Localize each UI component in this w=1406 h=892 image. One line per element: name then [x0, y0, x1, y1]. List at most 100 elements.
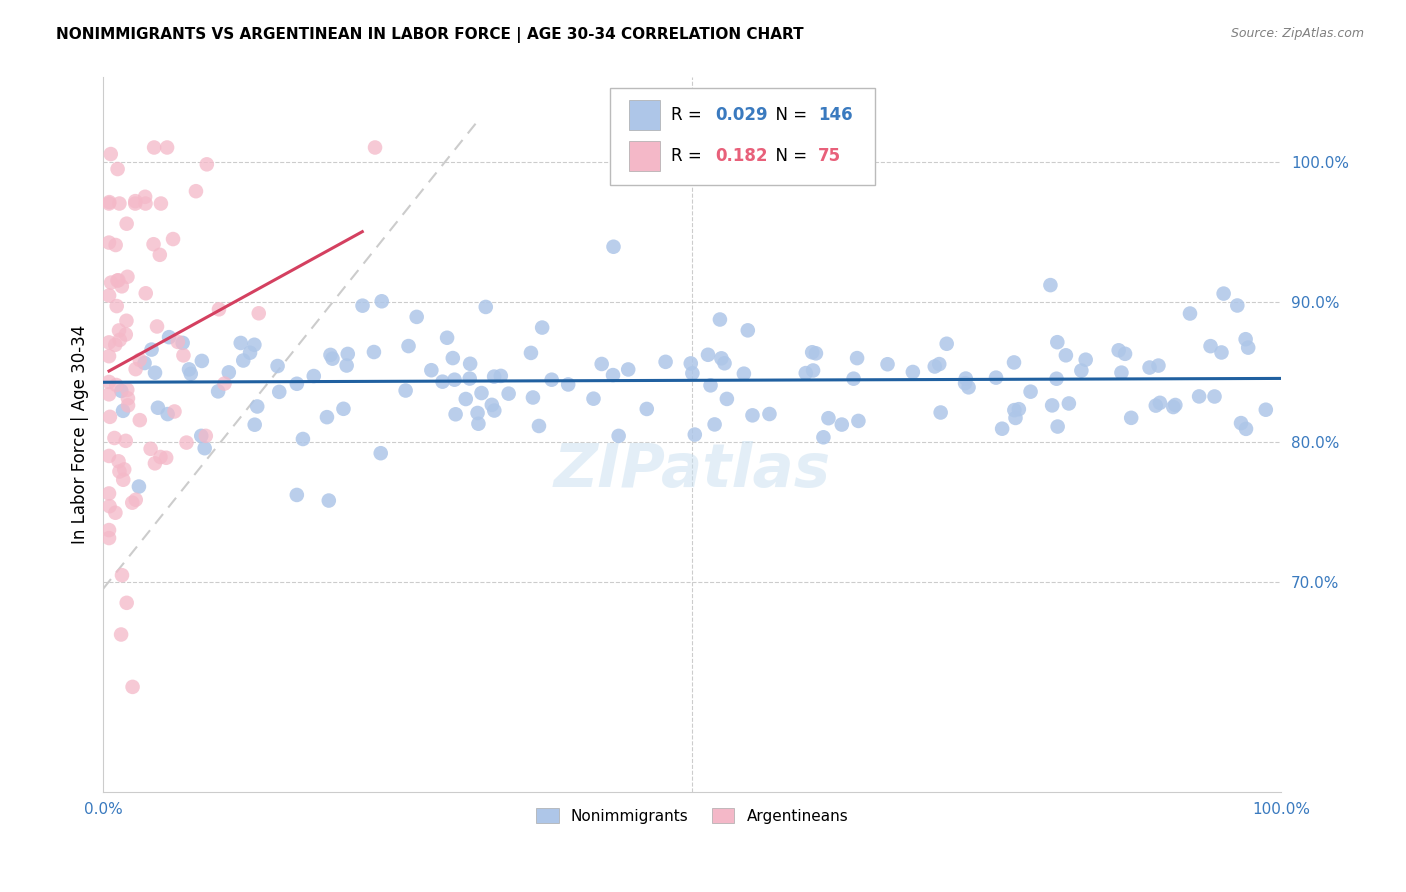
Point [1111, 366, 1133, 380]
Point [520, 346, 543, 360]
Point [207, 384, 229, 399]
Point [302, 369, 325, 384]
Point [1074, 352, 1097, 367]
Point [1121, 410, 1143, 425]
Point [474, 300, 496, 314]
Point [681, 366, 703, 380]
Point [98, 531, 121, 545]
Point [149, 196, 172, 211]
Point [364, 140, 387, 154]
Point [143, 456, 166, 470]
Point [128, 413, 150, 427]
Point [285, 376, 308, 391]
FancyBboxPatch shape [628, 141, 661, 171]
Point [1178, 306, 1201, 320]
Point [143, 366, 166, 380]
Point [239, 345, 262, 359]
Point [336, 359, 359, 373]
Text: NONIMMIGRANTS VS ARGENTINEAN IN LABOR FORCE | AGE 30-34 CORRELATION CHART: NONIMMIGRANTS VS ARGENTINEAN IN LABOR FO… [56, 27, 804, 43]
Point [481, 398, 503, 412]
Point [1212, 286, 1234, 301]
Point [146, 319, 169, 334]
Text: 75: 75 [818, 147, 841, 165]
Point [591, 357, 613, 371]
Point [124, 196, 146, 211]
Point [1114, 347, 1136, 361]
Point [842, 372, 865, 386]
Point [110, 384, 132, 398]
Point [1147, 359, 1170, 373]
Point [104, 338, 127, 352]
Point [218, 365, 240, 379]
Point [107, 273, 129, 287]
Point [458, 371, 481, 385]
Point [195, 157, 218, 171]
Point [441, 351, 464, 365]
Point [98, 335, 121, 350]
Point [114, 327, 136, 342]
Text: 0.029: 0.029 [716, 106, 768, 124]
Text: N =: N = [765, 106, 813, 124]
Point [953, 376, 976, 391]
Point [1199, 339, 1222, 353]
Point [1234, 332, 1257, 346]
Point [100, 147, 122, 161]
Point [467, 406, 489, 420]
Point [194, 429, 217, 443]
Point [1139, 360, 1161, 375]
Point [1054, 348, 1077, 362]
Point [247, 306, 270, 320]
Point [98, 387, 121, 401]
Point [654, 355, 676, 369]
Point [155, 450, 177, 465]
Point [955, 371, 977, 385]
Point [125, 492, 148, 507]
Point [398, 339, 420, 353]
Point [243, 417, 266, 432]
Point [1211, 345, 1233, 359]
Point [98, 349, 121, 363]
Point [291, 432, 314, 446]
Text: R =: R = [671, 106, 707, 124]
Point [194, 441, 217, 455]
Point [269, 384, 291, 399]
Point [98, 523, 121, 537]
Point [319, 348, 342, 362]
Point [489, 368, 512, 383]
Point [1234, 422, 1257, 436]
Point [117, 392, 139, 406]
Point [901, 365, 924, 379]
Point [697, 348, 720, 362]
Point [935, 336, 957, 351]
Text: 146: 146 [818, 106, 853, 124]
Point [699, 378, 721, 392]
Point [470, 386, 492, 401]
Point [370, 446, 392, 460]
Point [957, 380, 980, 394]
Point [557, 377, 579, 392]
Point [149, 450, 172, 464]
Point [108, 196, 131, 211]
FancyBboxPatch shape [628, 100, 661, 130]
Point [124, 362, 146, 376]
Point [104, 506, 127, 520]
Point [135, 286, 157, 301]
Point [713, 356, 735, 370]
Point [146, 401, 169, 415]
Point [432, 375, 454, 389]
Point [191, 354, 214, 368]
Point [394, 384, 416, 398]
Point [105, 378, 128, 392]
Point [607, 429, 630, 443]
Point [112, 473, 135, 487]
Point [352, 299, 374, 313]
Point [405, 310, 427, 324]
Point [176, 435, 198, 450]
Point [1230, 416, 1253, 430]
Point [98, 500, 121, 514]
Point [813, 430, 835, 444]
Point [104, 238, 127, 252]
Point [139, 442, 162, 456]
Point [121, 496, 143, 510]
Point [134, 190, 156, 204]
